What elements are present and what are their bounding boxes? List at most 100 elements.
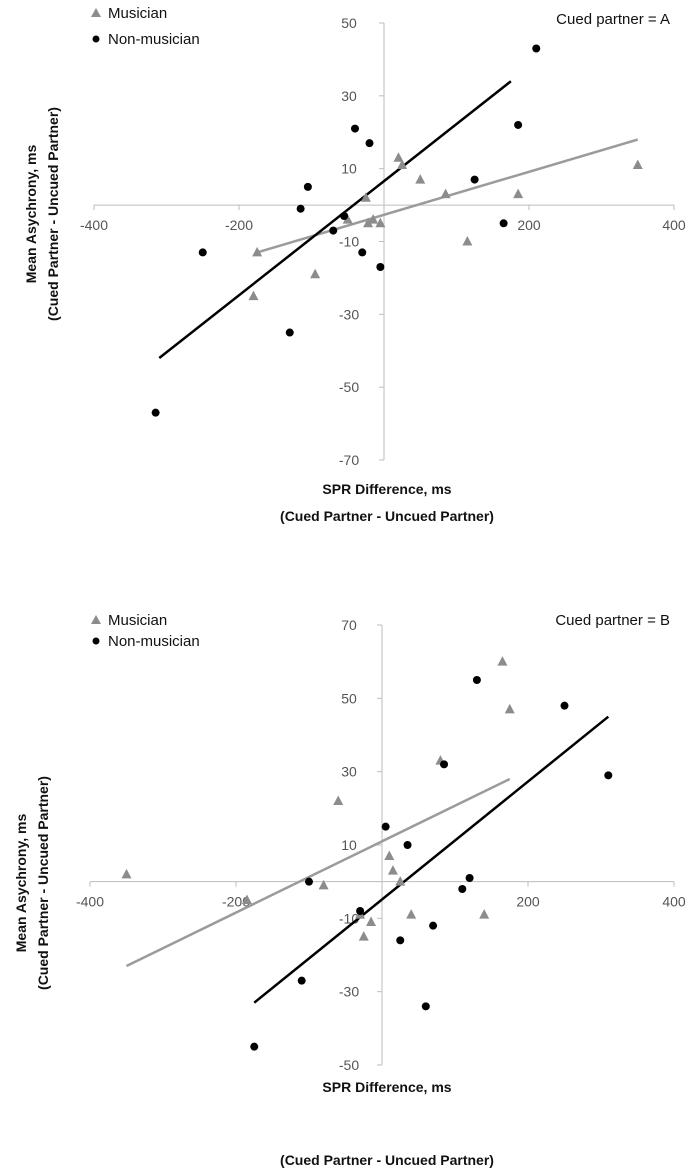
chart-b-trendline-non-musician <box>253 715 610 1004</box>
chart-b-point-non-musician <box>560 701 569 710</box>
chart-b-x-tick-label: 200 <box>516 894 540 910</box>
chart-a-x-tick-label: 200 <box>517 217 541 233</box>
chart-b-y-tick-label: -50 <box>339 1057 359 1073</box>
chart-a-point-non-musician <box>329 226 338 235</box>
chart-b-point-musician <box>395 876 406 886</box>
chart-b-point-non-musician <box>356 907 365 915</box>
chart-a-point-non-musician <box>499 219 508 228</box>
chart-a-point-non-musician <box>151 408 160 417</box>
chart-a-point-musician <box>513 188 524 199</box>
chart-a-point-musician <box>632 159 643 170</box>
chart-b-y-tick-label: -30 <box>339 984 359 1000</box>
chart-a-point-musician <box>375 217 386 228</box>
chart-b-trendline-musician <box>125 777 511 968</box>
chart-b-x-tick-label: 400 <box>662 894 686 910</box>
chart-a-y-tick-label: -70 <box>339 452 359 468</box>
chart-a-point-musician <box>393 152 404 162</box>
chart-a-legend-label: Non-musician <box>108 31 200 48</box>
chart-b-point-musician <box>406 909 417 919</box>
chart-a-point-non-musician <box>303 182 312 191</box>
chart-a-point-musician <box>360 192 371 202</box>
chart-b-point-non-musician <box>381 822 390 831</box>
chart-b-y-tick-label: 50 <box>341 690 357 706</box>
chart-a-y-tick-label: -50 <box>339 379 359 395</box>
chart-a-x-axis-title: SPR Difference, ms <box>322 481 451 497</box>
chart-b-x-tick-label: -400 <box>76 894 104 910</box>
chart-a-point-non-musician <box>514 120 523 129</box>
chart-b-y-axis-subtitle: (Cued Partner - Uncued Partner) <box>35 776 51 990</box>
chart-b-x-axis-subtitle: (Cued Partner - Uncued Partner) <box>280 1152 494 1168</box>
chart-a-point-musician <box>368 214 379 224</box>
chart-a-y-tick-label: -30 <box>339 306 359 322</box>
chart-a-trendline-non-musician <box>158 80 512 360</box>
chart-b-point-non-musician <box>250 1042 259 1051</box>
chart-b-point-musician <box>121 868 132 879</box>
chart-a-point-non-musician <box>198 248 207 257</box>
chart-a-legend-label: Musician <box>108 5 167 22</box>
chart-a-point-non-musician <box>296 204 305 213</box>
chart-a-x-tick-label: -400 <box>80 217 108 233</box>
chart-a-point-musician <box>342 214 353 224</box>
chart-a-point-musician <box>363 217 374 228</box>
chart-a-y-tick-label: 10 <box>341 161 357 177</box>
chart-b-point-non-musician <box>421 1002 430 1011</box>
chart-a-point-non-musician <box>358 248 367 257</box>
chart-b-point-non-musician <box>465 874 474 882</box>
chart-b-x-tick-label: -200 <box>222 894 250 910</box>
chart-b-point-non-musician <box>305 877 313 886</box>
chart-a-y-axis-title: Mean Asychrony, ms <box>23 145 39 284</box>
chart-b-point-musician <box>497 656 508 666</box>
chart-a-point-musician <box>310 268 321 279</box>
chart-b-point-musician <box>479 909 490 919</box>
chart-a-x-tick-label: 400 <box>662 217 686 233</box>
chart-a-point-non-musician <box>532 44 541 53</box>
chart-b-point-musician <box>384 850 395 860</box>
chart-a-point-non-musician <box>365 139 374 148</box>
chart-a-point-musician <box>415 174 426 184</box>
chart-a-point-non-musician <box>376 262 385 271</box>
chart-b-point-musician <box>358 931 369 941</box>
chart-a-legend-marker <box>92 35 100 43</box>
chart-b-point-musician <box>387 865 398 875</box>
chart-b-point-musician <box>241 894 252 904</box>
chart-b-point-non-musician <box>440 760 449 769</box>
chart-b-point-non-musician <box>472 676 481 684</box>
chart-a-point-musician <box>248 290 259 301</box>
chart-b-point-non-musician <box>396 936 405 945</box>
chart-a-y-axis-subtitle: (Cued Partner - Uncued Partner) <box>45 107 61 321</box>
chart-b-y-tick-label: 10 <box>341 837 357 853</box>
chart-b-y-tick-label: 30 <box>341 764 357 780</box>
chart-b-y-axis-title: Mean Asychrony, ms <box>13 814 29 953</box>
chart-a-legend-marker <box>91 8 101 17</box>
chart-a-point-non-musician <box>285 328 294 337</box>
scatter-chart-a: -400 -200 200 400 50 30 10 -10 -30 -50 -70 Musician… <box>23 5 686 524</box>
chart-a-point-non-musician <box>470 175 479 184</box>
chart-b-legend-label: Non-musician <box>108 633 200 650</box>
chart-a-y-tick-label: 50 <box>341 15 357 31</box>
chart-b-annotation: Cued partner = B <box>555 612 670 629</box>
chart-b-point-non-musician <box>403 841 412 849</box>
chart-a-point-musician <box>462 236 473 246</box>
chart-b-legend-label: Musician <box>108 612 167 629</box>
chart-b-point-non-musician <box>604 771 613 780</box>
chart-b-x-axis-title: SPR Difference, ms <box>322 1079 451 1095</box>
chart-a-x-axis-subtitle: (Cued Partner - Uncued Partner) <box>280 508 494 524</box>
chart-b-point-musician <box>333 795 344 805</box>
chart-a-y-tick-label: 30 <box>341 88 357 104</box>
chart-b-point-musician <box>318 879 329 890</box>
chart-a-annotation: Cued partner = A <box>556 11 670 28</box>
chart-panel-b: -400 -200 200 400 70 50 30 10 -10 -30 -50 Musician N… <box>0 588 688 1175</box>
chart-a-point-musician <box>440 188 451 199</box>
chart-b-y-tick-label: 70 <box>341 617 357 633</box>
chart-a-y-tick-label: -10 <box>339 234 359 250</box>
chart-a-point-musician <box>252 246 263 257</box>
chart-b-point-musician <box>504 703 515 714</box>
chart-b-point-non-musician <box>429 921 438 930</box>
chart-b-point-non-musician <box>297 976 306 985</box>
chart-a-x-tick-label: -200 <box>225 217 253 233</box>
chart-b-point-non-musician <box>458 885 467 893</box>
chart-a-point-musician <box>397 159 408 170</box>
chart-a-point-non-musician <box>351 124 359 133</box>
chart-a-point-non-musician <box>340 212 349 221</box>
chart-b-point-musician <box>366 916 377 926</box>
